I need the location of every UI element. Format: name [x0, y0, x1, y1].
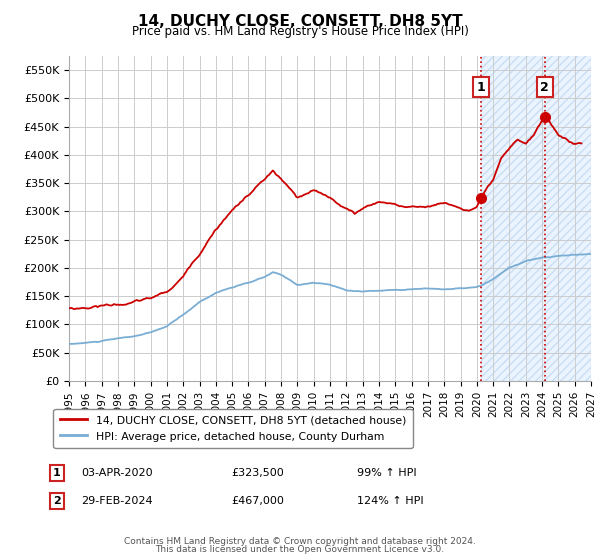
Text: This data is licensed under the Open Government Licence v3.0.: This data is licensed under the Open Gov… — [155, 545, 445, 554]
Text: 03-APR-2020: 03-APR-2020 — [81, 468, 152, 478]
Text: £467,000: £467,000 — [231, 496, 284, 506]
Text: 99% ↑ HPI: 99% ↑ HPI — [357, 468, 416, 478]
Text: 29-FEB-2024: 29-FEB-2024 — [81, 496, 152, 506]
Text: 1: 1 — [476, 81, 485, 94]
Bar — [481, 56, 591, 381]
Legend: 14, DUCHY CLOSE, CONSETT, DH8 5YT (detached house), HPI: Average price, detached: 14, DUCHY CLOSE, CONSETT, DH8 5YT (detac… — [53, 409, 413, 448]
Text: Price paid vs. HM Land Registry's House Price Index (HPI): Price paid vs. HM Land Registry's House … — [131, 25, 469, 38]
Bar — [481, 56, 591, 381]
Text: 124% ↑ HPI: 124% ↑ HPI — [357, 496, 424, 506]
Text: 14, DUCHY CLOSE, CONSETT, DH8 5YT: 14, DUCHY CLOSE, CONSETT, DH8 5YT — [137, 14, 463, 29]
Text: Contains HM Land Registry data © Crown copyright and database right 2024.: Contains HM Land Registry data © Crown c… — [124, 537, 476, 546]
Text: £323,500: £323,500 — [231, 468, 284, 478]
Text: 1: 1 — [53, 468, 61, 478]
Text: 2: 2 — [541, 81, 549, 94]
Text: 2: 2 — [53, 496, 61, 506]
